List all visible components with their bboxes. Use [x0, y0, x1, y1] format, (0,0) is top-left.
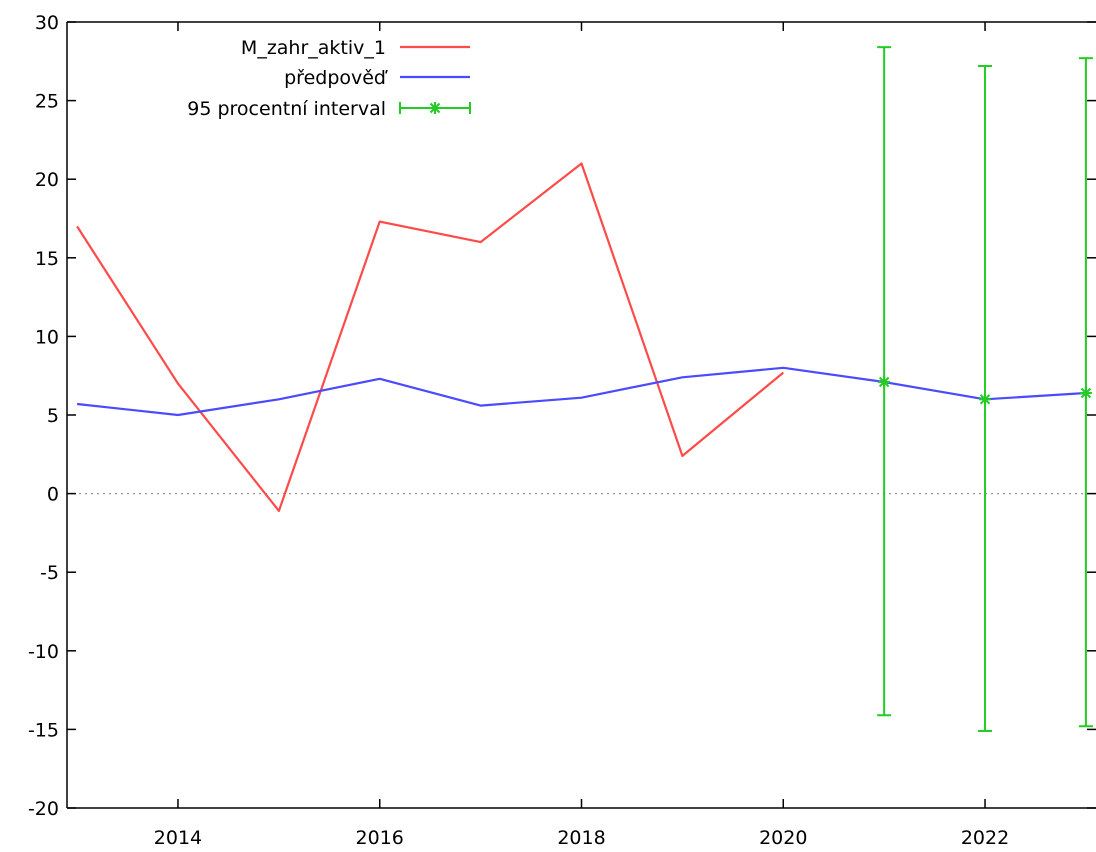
- legend-sample-errorbar: [399, 102, 471, 114]
- x-tick-label: 2014: [154, 827, 202, 849]
- y-tick-label: -15: [28, 719, 59, 741]
- marker-stroke: [878, 376, 890, 388]
- data-point: [76, 225, 78, 227]
- forecast-marker: [878, 375, 891, 388]
- y-tick-label: -10: [28, 641, 59, 663]
- series-group: [76, 46, 1093, 732]
- marker-stroke: [979, 394, 991, 405]
- data-point: [278, 510, 280, 512]
- error-bar: [877, 46, 892, 717]
- data-point: [782, 371, 784, 373]
- data-point: [379, 378, 381, 380]
- legend-sample-marker: [429, 102, 441, 114]
- x-tick-label: 2016: [356, 827, 404, 849]
- data-point: [479, 241, 481, 243]
- data-point: [379, 220, 381, 222]
- series-line-1: [76, 366, 1086, 417]
- data-point: [177, 414, 179, 416]
- legend-label: M_zahr_aktiv_1: [241, 37, 386, 59]
- marker-stroke: [1080, 387, 1092, 399]
- data-point: [76, 403, 78, 405]
- data-point: [580, 397, 582, 399]
- legend: M_zahr_aktiv_1 předpověď 95 procentní inte…: [187, 37, 471, 120]
- y-tick-label: 5: [47, 405, 59, 427]
- data-point: [681, 455, 683, 457]
- series-line-0: [76, 162, 785, 512]
- y-tick-label: 25: [35, 91, 59, 113]
- legend-label: 95 procentní interval: [187, 98, 386, 120]
- error-bar: [978, 65, 993, 732]
- y-tick-label: 15: [35, 248, 59, 270]
- data-point: [177, 382, 179, 384]
- x-tick-label: 2018: [557, 827, 605, 849]
- y-tick-label: 30: [35, 12, 59, 34]
- y-tick-label: -5: [40, 562, 59, 584]
- forecast-marker: [1079, 386, 1092, 399]
- forecast-marker: [979, 393, 992, 406]
- legend-label: předpověď: [284, 67, 388, 89]
- data-point: [782, 367, 784, 369]
- x-tick-label: 2020: [759, 827, 807, 849]
- y-tick-label: -20: [28, 798, 59, 820]
- y-tick-label: 20: [35, 169, 59, 191]
- y-axis: 30 25 20 15 10 5 0 -5 -10 -15 -20: [28, 12, 1096, 820]
- x-tick-label: 2022: [961, 827, 1009, 849]
- data-point: [479, 404, 481, 406]
- data-point: [681, 376, 683, 378]
- y-tick-label: 10: [35, 326, 59, 348]
- plot-frame: [66, 21, 1096, 809]
- y-tick-label: 0: [47, 484, 59, 506]
- error-bar: [1078, 57, 1093, 728]
- x-axis: 2014 2016 2018 2020 2022: [154, 22, 1009, 849]
- data-point: [580, 162, 582, 164]
- data-point: [278, 398, 280, 400]
